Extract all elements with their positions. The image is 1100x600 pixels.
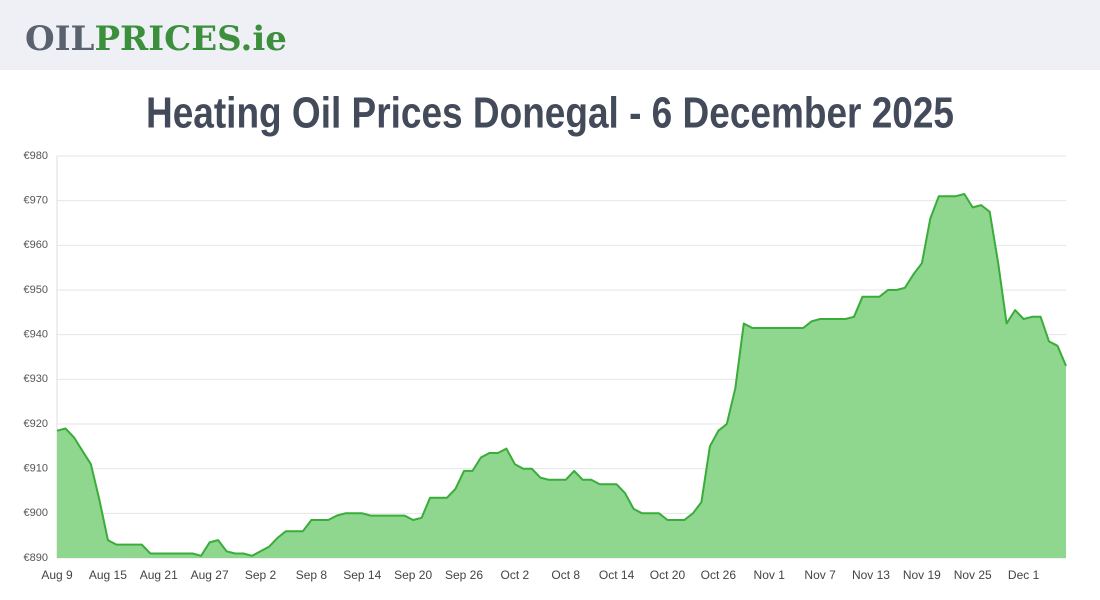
x-tick-label: Sep 2 bbox=[245, 568, 277, 582]
y-tick-label: €920 bbox=[24, 418, 48, 430]
x-tick-label: Sep 26 bbox=[445, 568, 483, 582]
y-tick-label: €950 bbox=[24, 284, 48, 296]
y-tick-label: €890 bbox=[24, 552, 48, 564]
x-tick-label: Oct 20 bbox=[650, 568, 686, 582]
y-tick-label: €940 bbox=[24, 329, 48, 341]
x-tick-label: Sep 14 bbox=[343, 568, 381, 582]
x-tick-label: Aug 27 bbox=[191, 568, 229, 582]
y-tick-label: €960 bbox=[24, 239, 48, 251]
header-bar bbox=[0, 0, 1100, 70]
x-tick-label: Nov 19 bbox=[903, 568, 941, 582]
x-tick-label: Sep 8 bbox=[296, 568, 328, 582]
x-tick-label: Aug 9 bbox=[41, 568, 73, 582]
logo-part: OIL bbox=[25, 19, 95, 59]
chart-title: Heating Oil Prices Donegal - 6 December … bbox=[146, 89, 954, 138]
x-tick-label: Oct 14 bbox=[599, 568, 635, 582]
x-tick-label: Nov 7 bbox=[804, 568, 836, 582]
x-tick-label: Aug 21 bbox=[140, 568, 178, 582]
y-tick-label: €980 bbox=[24, 150, 48, 162]
y-tick-label: €900 bbox=[24, 507, 48, 519]
x-tick-label: Nov 25 bbox=[954, 568, 992, 582]
logo[interactable]: OILPRICES.ie bbox=[25, 19, 287, 59]
y-tick-label: €970 bbox=[24, 195, 48, 207]
x-tick-label: Sep 20 bbox=[394, 568, 432, 582]
x-tick-label: Oct 2 bbox=[501, 568, 530, 582]
area bbox=[57, 194, 1066, 558]
x-tick-label: Dec 1 bbox=[1008, 568, 1040, 582]
x-tick-label: Nov 13 bbox=[852, 568, 890, 582]
y-tick-label: €910 bbox=[24, 463, 48, 475]
x-tick-label: Oct 8 bbox=[551, 568, 580, 582]
line bbox=[56, 193, 1067, 557]
x-tick-label: Nov 1 bbox=[754, 568, 786, 582]
x-tick-label: Oct 26 bbox=[701, 568, 737, 582]
logo-part: PRICES.ie bbox=[94, 19, 286, 59]
x-tick-label: Aug 15 bbox=[89, 568, 127, 582]
y-tick-label: €930 bbox=[24, 373, 48, 385]
